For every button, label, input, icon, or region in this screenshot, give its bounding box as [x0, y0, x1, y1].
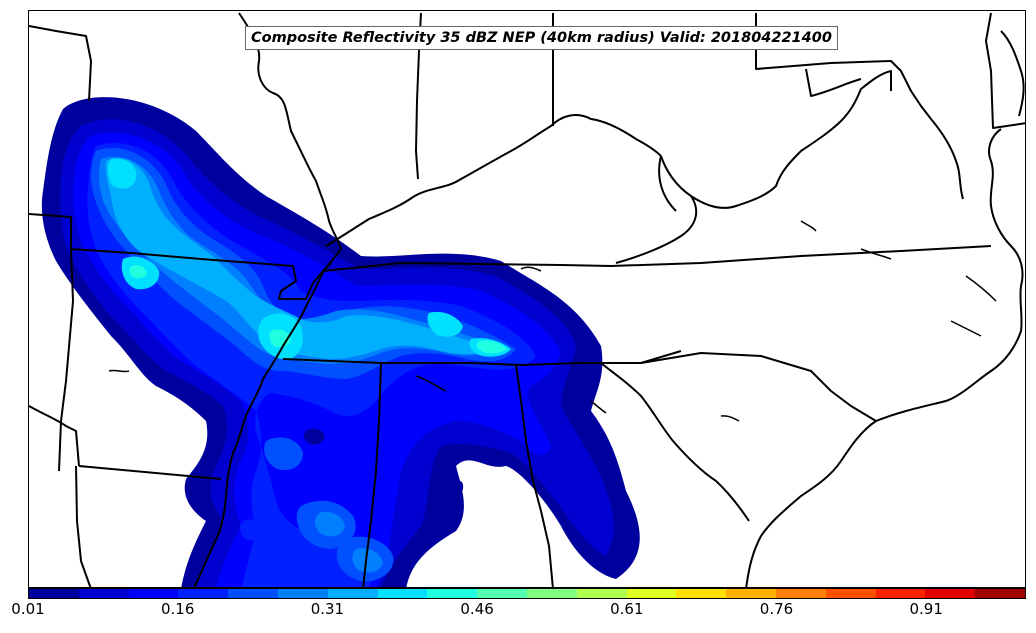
colorbar-tick-label: 0.01: [11, 600, 45, 618]
colorbar-segment: [228, 589, 278, 598]
colorbar-segment: [377, 589, 428, 598]
colorbar-segment: [526, 589, 577, 598]
colorbar-tick-label: 0.61: [610, 600, 644, 618]
colorbar-segment: [925, 589, 976, 598]
colorbar-tick-labels: 0.01 0.16 0.31 0.46 0.61 0.76 0.91: [0, 600, 1036, 630]
water-features: [108, 220, 997, 422]
colorbar-segment: [327, 589, 378, 598]
colorbar-segment: [477, 589, 527, 598]
colorbar-tick-label: 0.31: [310, 600, 345, 618]
colorbar-segment: [29, 589, 79, 598]
colorbar-segment: [626, 589, 677, 598]
colorbar-tick-label: 0.76: [759, 600, 794, 618]
colorbar-segment: [825, 589, 876, 598]
colorbar-segment: [775, 589, 826, 598]
colorbar-segment: [726, 589, 776, 598]
state-boundaries: [29, 12, 1025, 587]
colorbar-tick-label: 0.16: [160, 600, 195, 618]
colorbar-segment: [78, 589, 129, 598]
probability-blotches: [240, 409, 464, 582]
map-title: Composite Reflectivity 35 dBZ NEP (40km …: [245, 26, 838, 50]
colorbar-tick-label: 0.91: [909, 600, 943, 618]
colorbar-segment: [277, 589, 328, 598]
prob-level-7: [105, 158, 491, 359]
colorbar-segment: [178, 589, 229, 598]
colorbar-segment: [128, 589, 179, 598]
colorbar-segment: [427, 589, 478, 598]
colorbar-tick-label: 0.46: [460, 600, 494, 618]
colorbar-segment: [875, 589, 926, 598]
map-canvas[interactable]: [29, 11, 1026, 588]
colorbar: [28, 588, 1026, 599]
map-frame[interactable]: Composite Reflectivity 35 dBZ NEP (40km …: [28, 10, 1026, 588]
colorbar-segment: [576, 589, 627, 598]
colorbar-segment: [975, 589, 1025, 598]
colorbar-segment: [676, 589, 727, 598]
